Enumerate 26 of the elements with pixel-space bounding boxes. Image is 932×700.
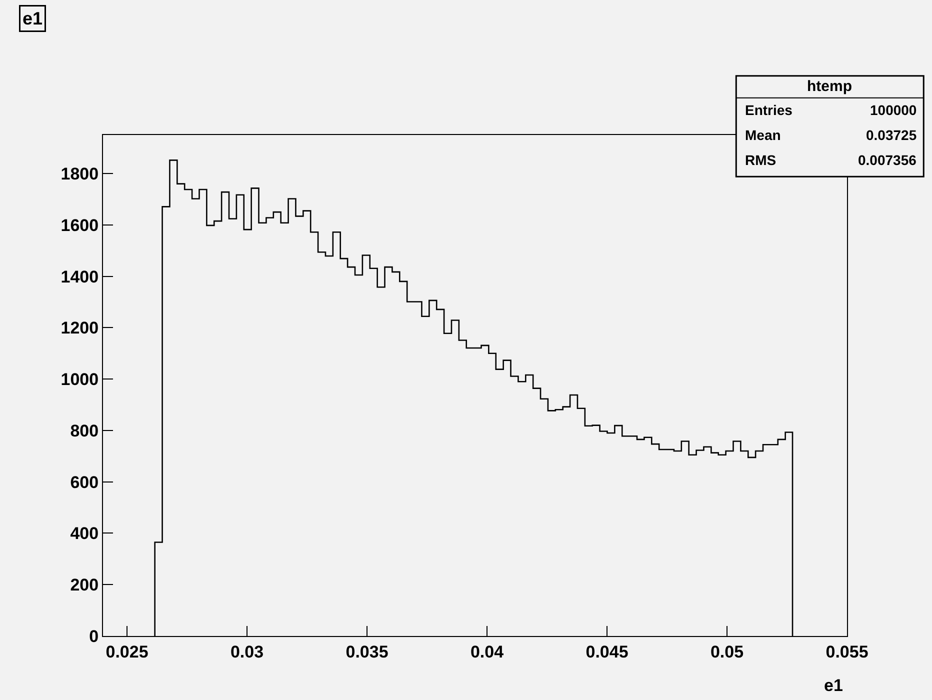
y-tick-label: 800 <box>70 421 99 440</box>
text: Entries <box>745 102 793 118</box>
y-tick-label: 600 <box>70 472 99 492</box>
x-tick-label: 0.025 <box>106 642 148 662</box>
annotation: RMS <box>745 152 776 168</box>
y-tick-label: 1600 <box>60 216 99 235</box>
chart-title: e1 <box>22 8 43 28</box>
text: 100000 <box>870 102 917 118</box>
text: htemp <box>807 78 852 95</box>
text: 0.03725 <box>866 127 917 143</box>
x-tick-label: 0.05 <box>710 642 744 662</box>
y-tick-label: 1200 <box>60 318 99 338</box>
x-tick-label: 0.045 <box>586 642 628 662</box>
x-tick-label: 0.03 <box>230 642 264 662</box>
x-tick-label: 0.055 <box>826 642 868 662</box>
y-tick-label: 1800 <box>60 164 99 184</box>
text: 0.007356 <box>858 152 917 168</box>
x-tick-label: 0.04 <box>470 642 504 662</box>
y-tick-label: 0 <box>89 626 99 646</box>
x-tick-label: 0.035 <box>346 642 388 662</box>
y-tick-label: 200 <box>70 576 99 595</box>
x-axis-title: e1 <box>824 676 843 695</box>
y-tick-label: 400 <box>70 524 99 544</box>
annotation: Mean <box>745 127 781 143</box>
y-tick-label: 1400 <box>60 267 99 286</box>
y-tick-label: 1000 <box>60 370 99 390</box>
